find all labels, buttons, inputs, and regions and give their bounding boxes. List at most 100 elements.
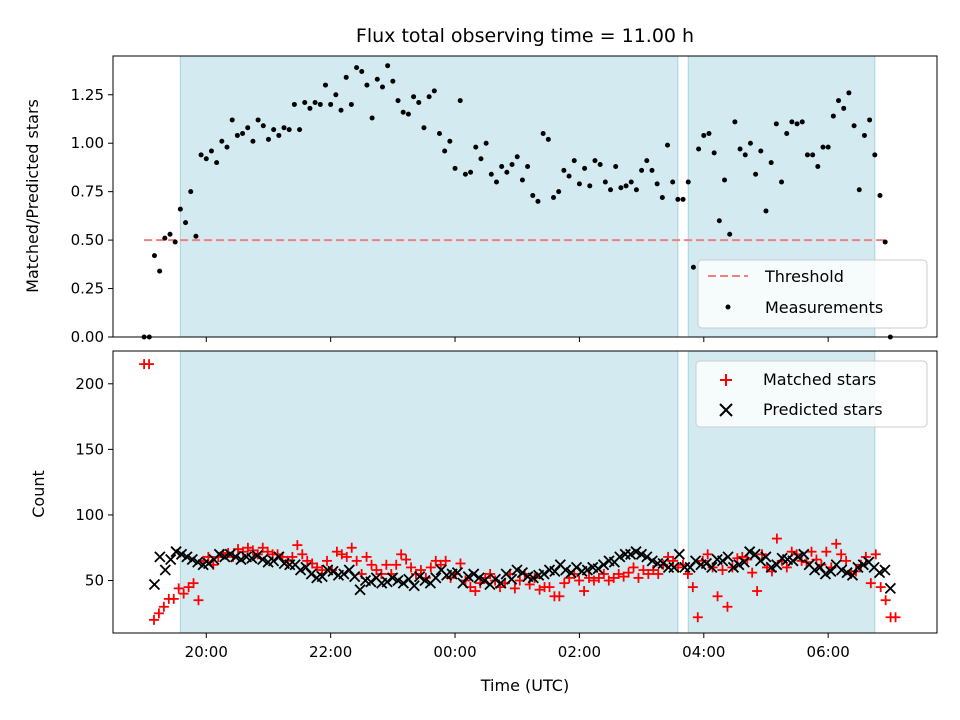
predicted-star-point [154,551,166,563]
measurement-point [400,109,406,115]
measurement-point [841,105,847,111]
measurement-point [561,167,567,173]
predicted-star-point [468,568,480,580]
measurement-point [789,119,795,125]
measurement-point [592,158,598,164]
measurement-point [322,82,328,88]
top-y-ticks: 0.00 0.25 0.50 0.75 1.00 1.25 [71,86,113,346]
predicted-star-point [175,548,188,560]
matched-star-point [687,582,698,593]
matched-star-point [188,578,199,589]
predicted-star-point [879,564,891,576]
measurement-point [799,119,805,125]
predicted-star-point [219,551,231,563]
measurement-point [576,181,582,187]
measurement-point [426,94,432,100]
predicted-star-point [349,570,361,583]
predicted-star-point [884,582,896,595]
measurement-point [452,165,458,171]
top-legend: Threshold Measurements [697,259,928,329]
measurement-point [758,148,764,154]
matched-star-point [351,555,362,566]
predicted-star-point [294,564,307,576]
measurement-point [281,125,287,131]
bottom-y-tick-label: 50 [85,572,104,590]
predicted-star-point [614,551,626,563]
measurement-point [312,100,318,106]
matched-star-point [485,568,496,579]
measurement-point [271,127,277,133]
matched-star-point [865,578,876,589]
measurement-point [836,98,842,104]
matched-star-point [406,562,417,573]
matched-star-point [841,555,852,566]
bottom-x-ticks: 20:00 22:00 00:00 02:00 04:00 06:00 [185,633,850,661]
measurement-point [364,82,370,88]
predicted-star-point [478,574,491,587]
matched-star-point [668,555,679,566]
legend-threshold-label: Threshold [764,267,844,286]
predicted-star-point [473,572,485,584]
measurement-point [151,253,157,259]
measurement-point [639,167,645,173]
measurement-point [374,76,380,82]
measurement-point [338,107,344,113]
matched-star-point [781,562,792,573]
measurement-point [815,163,821,169]
matched-star-point [653,568,664,579]
measurement-point [623,183,629,189]
matched-star-point [821,546,832,557]
measurement-point [395,98,401,104]
measurement-point [276,132,282,138]
measurement-point [509,162,515,168]
predicted-star-point [397,577,410,589]
matched-star-point [193,595,204,606]
measurement-point [473,144,479,150]
legend-measurements-swatch [725,304,731,310]
matched-star-point [455,558,466,569]
measurement-point [348,101,354,107]
matched-star-point [722,601,733,612]
top-y-tick-label: 0.25 [71,280,104,298]
predicted-star-point [246,552,258,564]
top-y-tick-label: 1.25 [71,86,104,104]
measurement-point [416,100,422,106]
predicted-star-point [224,548,236,560]
measurement-point [613,163,619,169]
matched-star-point [633,572,644,583]
measurement-point [167,231,173,237]
measurement-point [286,127,292,133]
measurement-point [851,123,857,129]
measurement-point [203,156,209,162]
measurement-point [297,127,303,133]
measurement-point [727,231,733,237]
top-panel: 0.00 0.25 0.50 0.75 1.00 1.25 Flux total obse… [23,25,938,346]
measurement-point [302,100,308,106]
measurement-point [390,78,396,84]
measurement-point [602,179,608,185]
matched-star-point [702,549,713,560]
measurement-point [436,131,442,137]
measurement-point [701,132,707,138]
measurement-point [654,181,660,187]
predicted-star-point [430,572,442,584]
predicted-star-point [836,564,848,576]
measurement-point [872,152,878,158]
measurement-point [499,163,505,169]
matched-star-point [148,614,159,625]
matched-star-point [771,533,782,544]
predicted-star-point [213,548,226,560]
x-tick-label: 20:00 [185,643,228,661]
predicted-star-point [511,564,523,576]
predicted-star-point [592,563,604,575]
predicted-star-point [267,555,280,567]
measurement-point [566,173,572,179]
predicted-star-point [251,549,263,562]
measurement-point [587,183,593,189]
matched-star-point [628,562,639,573]
bottom-legend: Matched stars Predicted stars [695,360,928,428]
predicted-star-point [852,561,864,574]
measurement-point [530,193,536,199]
measurement-point [162,235,168,241]
